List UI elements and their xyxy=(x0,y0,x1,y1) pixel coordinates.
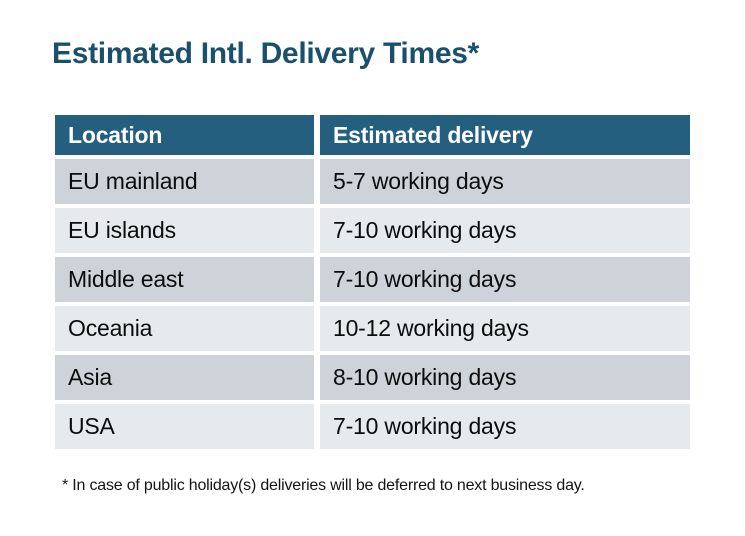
location-cell: EU islands xyxy=(55,208,314,253)
footnote: * In case of public holiday(s) deliverie… xyxy=(62,477,585,494)
location-cell: Oceania xyxy=(55,306,314,351)
column-header-estimated-delivery: Estimated delivery xyxy=(320,115,690,155)
page-title: Estimated Intl. Delivery Times* xyxy=(52,37,479,70)
delivery-cell: 7-10 working days xyxy=(320,404,690,449)
delivery-cell: 5-7 working days xyxy=(320,159,690,204)
location-cell: USA xyxy=(55,404,314,449)
location-cell: Asia xyxy=(55,355,314,400)
delivery-times-table: Location Estimated delivery EU mainland … xyxy=(55,115,690,449)
delivery-cell: 8-10 working days xyxy=(320,355,690,400)
delivery-cell: 10-12 working days xyxy=(320,306,690,351)
delivery-cell: 7-10 working days xyxy=(320,257,690,302)
delivery-cell: 7-10 working days xyxy=(320,208,690,253)
column-header-location: Location xyxy=(55,115,314,155)
location-cell: Middle east xyxy=(55,257,314,302)
location-cell: EU mainland xyxy=(55,159,314,204)
